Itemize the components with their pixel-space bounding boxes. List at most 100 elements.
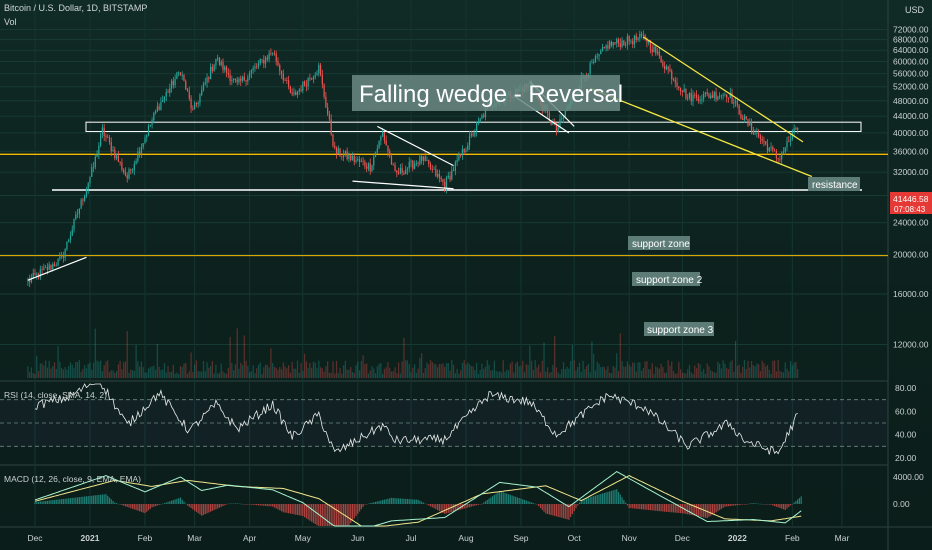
candle-body [76,213,79,215]
volume-bar [570,360,572,378]
support-zone-2-label-box[interactable] [632,272,700,286]
candle-body [607,45,609,49]
macd-histogram-bar [483,502,485,504]
macd-histogram-bar [351,504,354,521]
candle-body [45,267,47,269]
candle-body [614,42,616,44]
macd-histogram-bar [69,498,72,504]
candle-body [71,229,73,236]
volume-bar [342,365,345,378]
macd-histogram-bar [397,498,400,504]
macd-histogram-bar [415,499,417,504]
volume-bar [309,363,311,378]
rsi-title[interactable]: RSI (14, close, SMA, 14, 2) [4,390,107,400]
volume-bar [50,368,52,378]
volume-label[interactable]: Vol [4,17,17,27]
candle-body [256,66,258,68]
macd-histogram-bar [307,504,309,520]
macd-histogram-bar [406,498,409,504]
volume-bar [701,371,703,378]
volume-bar [552,364,554,378]
currency-label: USD [905,5,925,15]
macd-histogram-bar [202,504,205,515]
volume-bar [706,363,708,378]
macd-histogram-bar [626,504,629,506]
volume-bar [697,363,699,378]
candle-body [293,92,295,95]
support-zone-3-label-box[interactable] [644,322,714,336]
resistance-label-box[interactable] [808,177,860,191]
volume-bar [429,360,432,378]
volume-bar [179,365,182,378]
candle-body [403,172,405,174]
candle-body [280,70,283,74]
volume-bar [642,367,644,378]
volume-bar [100,360,102,378]
macd-histogram-bar [488,498,490,504]
volume-bar [626,361,629,378]
candle-body [619,43,621,47]
candle-body [463,148,465,153]
macd-histogram-bar [662,504,664,512]
support-zone-label-box[interactable] [628,236,690,250]
macd-histogram-bar [392,497,394,504]
macd-histogram-bar [369,503,371,504]
macd-histogram-bar [765,504,767,505]
candle-body [328,114,331,120]
volume-bar [91,369,93,378]
macd-histogram-bar [435,504,437,510]
candle-body [174,79,176,86]
volume-bar [348,369,350,378]
volume-bar [495,370,497,378]
volume-bar [614,367,616,378]
macd-histogram-bar [587,497,589,504]
candle-body [649,40,652,50]
volume-bar [128,372,130,378]
macd-title[interactable]: MACD (12, 26, close, 9, EMA, EMA) [4,474,141,484]
headline-box[interactable] [352,75,620,111]
volume-bar [188,371,190,378]
macd-histogram-bar [580,499,582,504]
volume-bar [220,363,222,378]
volume-bar [133,370,135,378]
candle-body [772,147,774,151]
volume-bar [635,371,637,378]
candle-body [642,35,644,36]
volume-bar [369,370,371,378]
candle-body [34,273,36,275]
candle-body [367,163,370,169]
macd-histogram-bar [59,499,61,504]
volume-bar [665,372,668,378]
volume-bar [660,363,662,378]
candle-body [412,160,414,169]
candle-body [69,235,72,240]
macd-histogram-bar [390,497,393,504]
macd-histogram-bar [211,504,213,511]
candle-body [442,179,444,183]
candle-body [282,73,284,81]
candle-body [697,97,699,102]
volume-bar [630,366,632,378]
macd-histogram-bar [633,504,636,509]
volume-bar [206,362,208,378]
macd-histogram-bar [468,504,471,508]
candle-body [153,113,155,121]
macd-histogram-bar [582,499,584,504]
macd-histogram-bar [225,504,228,505]
candle-body [176,72,178,80]
candle-body [318,64,320,74]
macd-histogram-bar [295,504,297,515]
symbol-title[interactable]: Bitcoin / U.S. Dollar, 1D, BITSTAMP [4,3,148,13]
candle-body [82,199,84,201]
volume-bar [254,373,256,378]
volume-bar [202,360,205,378]
volume-bar [763,363,765,378]
macd-histogram-bar [206,504,208,514]
macd-histogram-bar [158,504,160,505]
volume-bar [692,373,694,378]
candle-body [688,93,691,98]
macd-histogram-bar [539,504,542,508]
volume-bar [530,360,533,378]
candle-body [605,45,607,48]
